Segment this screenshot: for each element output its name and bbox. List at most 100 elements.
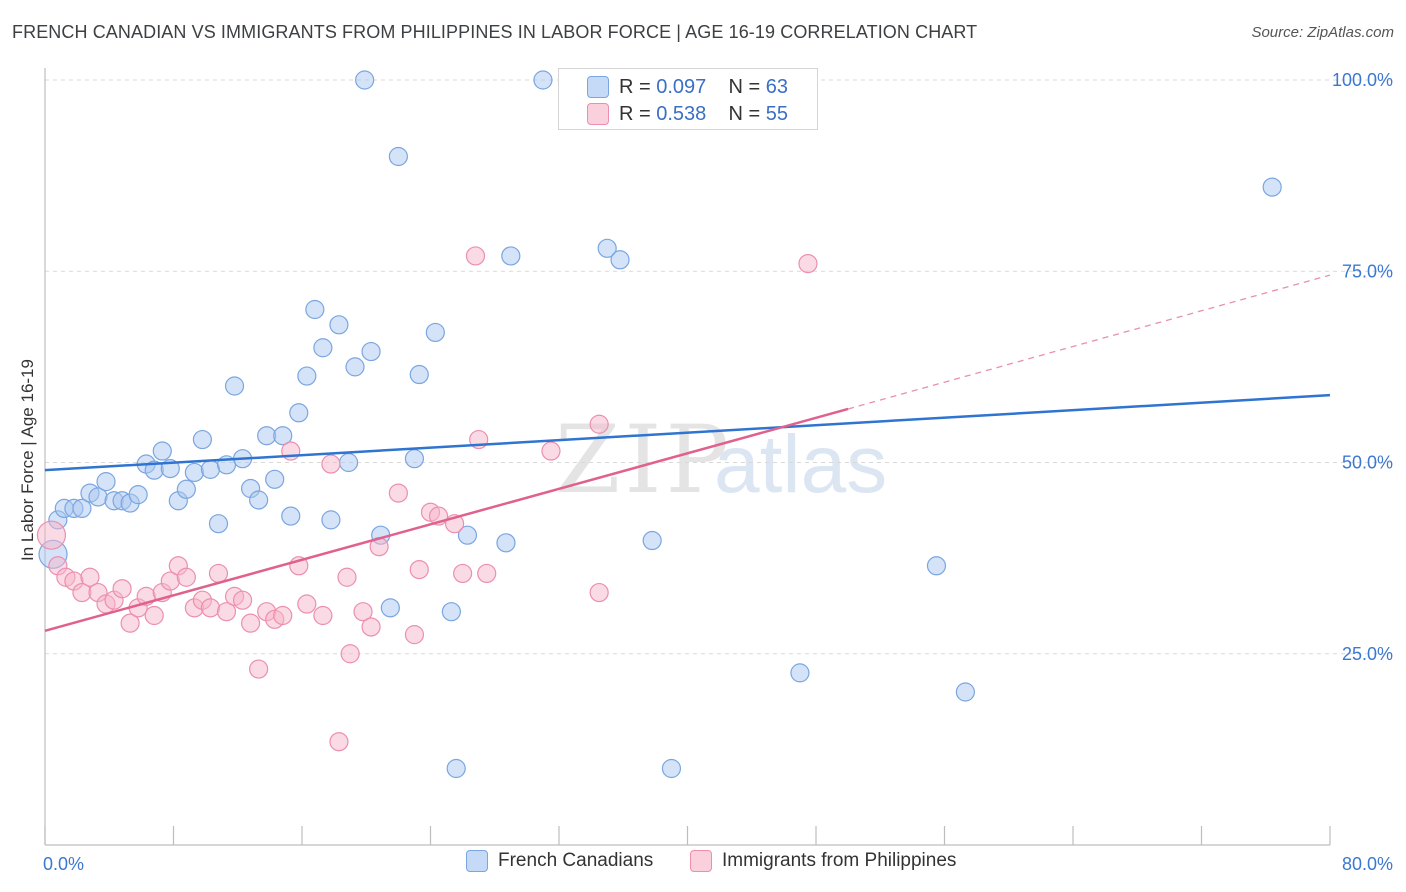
point-french-canadians bbox=[425, 322, 445, 343]
point-philippines bbox=[798, 254, 818, 274]
point-french-canadians bbox=[597, 238, 617, 258]
axes bbox=[44, 68, 1331, 846]
point-french-canadians bbox=[1262, 177, 1282, 197]
point-french-canadians bbox=[72, 498, 92, 518]
point-philippines bbox=[273, 605, 293, 626]
legend-item-french-canadians[interactable]: French Canadians bbox=[466, 850, 653, 872]
point-french-canadians bbox=[313, 338, 333, 358]
legend-swatch-blue bbox=[466, 850, 488, 872]
point-philippines bbox=[589, 414, 609, 434]
r-value-2: 0.538 bbox=[656, 102, 707, 125]
point-french-canadians bbox=[273, 426, 293, 446]
trendline-french-canadians bbox=[44, 393, 1331, 472]
point-french-canadians bbox=[200, 459, 221, 479]
point-french-canadians bbox=[152, 441, 172, 461]
point-french-canadians bbox=[265, 469, 285, 489]
point-french-canadians bbox=[388, 146, 408, 167]
x-tick-label-max: 80.0% bbox=[1342, 854, 1393, 874]
stats-row-2-text: R = 0.538 N = 55 bbox=[619, 103, 788, 126]
legend: French Canadians Immigrants from Philipp… bbox=[0, 850, 1406, 880]
tick-labels: 25.0% 50.0% 75.0% 100.0% 0.0% 80.0% bbox=[43, 70, 1393, 874]
point-french-canadians bbox=[345, 357, 365, 377]
point-philippines bbox=[465, 246, 486, 266]
point-philippines bbox=[216, 602, 237, 622]
source-label: Source: ZipAtlas.com bbox=[1251, 24, 1394, 41]
legend-item-philippines[interactable]: Immigrants from Philippines bbox=[690, 850, 956, 872]
point-philippines bbox=[232, 590, 253, 610]
point-french-canadians bbox=[661, 758, 682, 779]
point-philippines bbox=[340, 644, 360, 664]
point-philippines bbox=[120, 613, 140, 633]
point-french-canadians bbox=[926, 556, 947, 576]
point-french-canadians bbox=[96, 472, 116, 492]
x-tick-label-min: 0.0% bbox=[43, 854, 84, 874]
point-philippines bbox=[388, 483, 408, 503]
point-french-canadians bbox=[496, 533, 516, 553]
point-french-canadians bbox=[176, 479, 196, 499]
y-tick-label: 50.0% bbox=[1342, 453, 1393, 473]
stats-row-1-text: R = 0.097 N = 63 bbox=[619, 76, 788, 99]
r-label-2: R = bbox=[619, 102, 651, 125]
point-philippines bbox=[112, 579, 132, 599]
legend-label-french-canadians: French Canadians bbox=[498, 850, 654, 871]
point-french-canadians bbox=[208, 514, 229, 534]
point-french-canadians bbox=[281, 506, 301, 526]
point-french-canadians bbox=[184, 462, 204, 483]
n-label-1: N = bbox=[728, 75, 761, 98]
point-french-canadians bbox=[446, 758, 466, 779]
point-french-canadians bbox=[404, 449, 425, 469]
grid-lines bbox=[45, 79, 1392, 655]
point-french-canadians bbox=[955, 682, 975, 702]
watermark-zip: ZIP bbox=[555, 406, 733, 515]
point-philippines bbox=[241, 613, 261, 633]
point-philippines bbox=[541, 441, 561, 461]
point-french-canadians bbox=[305, 299, 325, 320]
point-french-canadians bbox=[224, 376, 245, 396]
point-philippines bbox=[337, 567, 357, 587]
point-french-canadians bbox=[533, 70, 553, 90]
stats-swatch-pink bbox=[587, 103, 609, 125]
point-philippines bbox=[313, 605, 333, 626]
point-french-canadians bbox=[409, 364, 429, 385]
point-philippines bbox=[200, 598, 221, 618]
point-french-canadians bbox=[380, 598, 400, 618]
point-philippines bbox=[329, 732, 349, 752]
stats-swatch-blue bbox=[587, 76, 609, 98]
trendline-philippines bbox=[44, 407, 849, 633]
point-philippines bbox=[80, 567, 100, 587]
n-value-2: 55 bbox=[765, 102, 789, 125]
point-french-canadians bbox=[338, 452, 359, 473]
point-philippines bbox=[176, 567, 196, 587]
point-french-canadians bbox=[610, 250, 630, 270]
point-french-canadians bbox=[329, 315, 349, 335]
point-french-canadians bbox=[355, 70, 375, 90]
point-philippines bbox=[321, 454, 341, 474]
r-label-1: R = bbox=[619, 75, 651, 98]
point-philippines bbox=[297, 594, 317, 614]
chart-title: FRENCH CANADIAN VS IMMIGRANTS FROM PHILI… bbox=[12, 22, 978, 42]
watermark-atlas: atlas bbox=[714, 419, 887, 510]
point-french-canadians bbox=[289, 403, 309, 423]
point-philippines bbox=[477, 563, 497, 584]
y-tick-label: 75.0% bbox=[1342, 261, 1393, 281]
y-tick-label: 25.0% bbox=[1342, 644, 1393, 664]
point-french-canadians bbox=[128, 485, 148, 505]
point-french-canadians bbox=[192, 429, 213, 450]
watermark: ZIP atlas bbox=[555, 406, 887, 515]
point-philippines bbox=[353, 602, 373, 622]
stats-legend: R = 0.097 N = 63 R = 0.538 N = 55 bbox=[558, 68, 818, 130]
point-french-canadians bbox=[457, 525, 478, 545]
point-french-canadians bbox=[257, 426, 277, 446]
point-philippines bbox=[36, 520, 67, 550]
point-french-canadians bbox=[501, 246, 521, 266]
point-french-canadians bbox=[790, 663, 810, 683]
n-label-2: N = bbox=[728, 102, 761, 125]
point-philippines bbox=[589, 582, 609, 603]
trend-lines bbox=[44, 274, 1331, 633]
y-tick-label: 100.0% bbox=[1332, 70, 1393, 90]
point-french-canadians bbox=[361, 341, 381, 362]
point-philippines bbox=[249, 659, 269, 679]
point-french-canadians bbox=[642, 530, 662, 551]
trendline-extension-philippines bbox=[847, 274, 1331, 410]
